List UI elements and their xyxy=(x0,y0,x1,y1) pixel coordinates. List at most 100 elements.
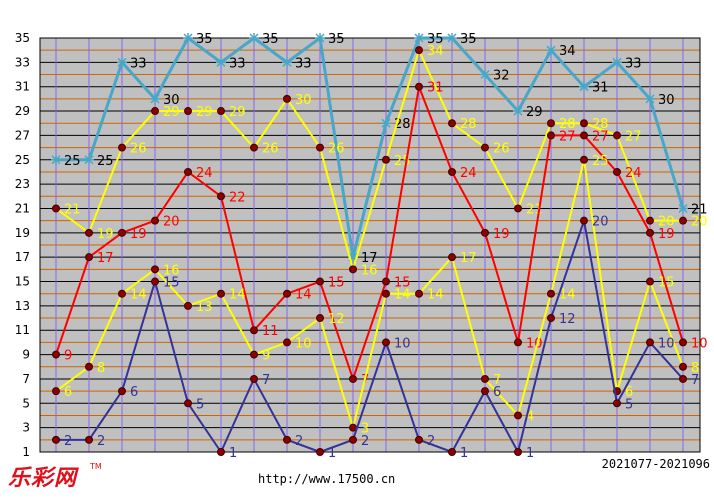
data-label: 28 xyxy=(592,117,609,132)
data-label: 20 xyxy=(691,215,708,230)
data-point xyxy=(52,435,60,444)
star-stroke xyxy=(84,155,94,165)
series-line xyxy=(55,47,683,273)
data-label: 6 xyxy=(493,385,501,400)
data-point xyxy=(52,387,60,396)
data-label: 24 xyxy=(196,166,213,181)
data-point xyxy=(415,435,423,444)
data-label: 8 xyxy=(97,361,105,376)
data-point-star xyxy=(381,118,391,129)
y-tick-label: 7 xyxy=(22,372,30,386)
data-point xyxy=(349,435,357,444)
data-label: 26 xyxy=(130,142,147,157)
data-label: 27 xyxy=(592,129,609,144)
star-stroke xyxy=(150,94,160,104)
data-point xyxy=(283,94,291,103)
data-label: 33 xyxy=(229,56,246,71)
data-label: 28 xyxy=(559,117,576,132)
data-point-star xyxy=(315,33,325,43)
data-point xyxy=(514,448,522,456)
data-label: 14 xyxy=(229,288,246,303)
star-stroke xyxy=(51,155,61,165)
star-stroke xyxy=(645,94,655,104)
y-tick-label: 1 xyxy=(22,445,30,459)
data-point xyxy=(646,338,654,347)
data-label: 35 xyxy=(328,32,345,47)
series-line xyxy=(55,159,684,432)
data-point xyxy=(118,143,126,152)
y-tick-label: 25 xyxy=(15,153,30,167)
data-point xyxy=(613,399,621,408)
data-point xyxy=(118,387,126,396)
data-point xyxy=(382,338,390,347)
data-point xyxy=(646,216,654,225)
star-stroke xyxy=(513,106,523,116)
data-label: 17 xyxy=(97,251,114,266)
data-point-star xyxy=(414,33,424,43)
data-label: 15 xyxy=(394,276,411,291)
data-label: 4 xyxy=(526,409,534,424)
data-label: 7 xyxy=(262,373,270,388)
data-label: 14 xyxy=(427,288,444,303)
data-label: 8 xyxy=(691,361,699,376)
data-point xyxy=(514,204,522,213)
data-point xyxy=(283,289,291,298)
data-label: 11 xyxy=(262,324,279,339)
data-label: 1 xyxy=(328,446,336,461)
site-url[interactable]: http://www.17500.cn xyxy=(258,472,396,486)
data-label: 2 xyxy=(295,434,303,449)
star-stroke xyxy=(480,69,490,80)
data-point xyxy=(481,228,489,237)
star-stroke xyxy=(546,45,556,55)
data-point xyxy=(481,387,489,396)
data-label: 26 xyxy=(328,142,345,157)
data-point xyxy=(52,350,60,359)
data-label: 1 xyxy=(460,446,468,461)
y-tick-label: 13 xyxy=(15,299,30,313)
data-point xyxy=(184,399,192,408)
data-label: 2 xyxy=(97,434,105,449)
star-stroke xyxy=(315,33,325,43)
data-label: 14 xyxy=(559,288,576,303)
data-point xyxy=(85,435,93,444)
data-point xyxy=(283,338,291,347)
data-point xyxy=(85,253,93,262)
y-tick-label: 17 xyxy=(15,250,30,264)
data-label: 15 xyxy=(163,276,180,291)
data-point-star xyxy=(678,203,688,214)
data-label: 9 xyxy=(262,349,270,364)
data-point xyxy=(679,374,687,383)
data-label: 19 xyxy=(97,227,114,242)
brand-logo: 乐彩网 xyxy=(8,465,78,491)
data-point xyxy=(217,448,225,456)
data-point xyxy=(448,119,456,128)
data-point-star xyxy=(216,57,226,68)
data-label: 29 xyxy=(229,105,246,120)
data-point-star xyxy=(645,93,655,104)
data-point xyxy=(118,289,126,298)
data-point-star xyxy=(447,33,457,43)
data-label: 15 xyxy=(658,276,675,291)
series-0: 25 25 33 30 35 33 35 33 35 17 28 35 35 32 29 34 31 33 30 21 xyxy=(51,32,708,266)
star-stroke xyxy=(414,33,424,43)
series-line xyxy=(56,216,684,455)
data-label: 17 xyxy=(361,251,378,266)
y-tick-label: 35 xyxy=(15,31,30,45)
data-point xyxy=(415,82,423,91)
data-label: 14 xyxy=(130,288,147,303)
data-point xyxy=(316,277,324,286)
data-label: 29 xyxy=(163,105,180,120)
data-point-star xyxy=(183,33,193,43)
data-point xyxy=(646,277,654,286)
data-label: 6 xyxy=(64,385,72,400)
data-point-star xyxy=(612,57,622,68)
data-point-star xyxy=(579,81,589,92)
data-point xyxy=(613,167,621,176)
data-label: 35 xyxy=(427,32,444,47)
data-label: 25 xyxy=(64,154,81,169)
data-label: 14 xyxy=(394,288,411,303)
